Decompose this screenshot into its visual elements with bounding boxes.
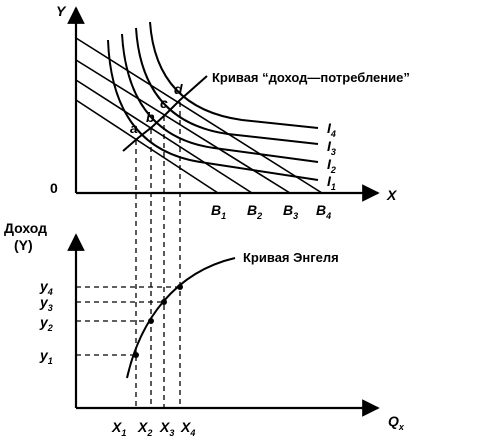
indifference-curve-i4 bbox=[149, 21, 319, 129]
point-a-label: a bbox=[130, 120, 138, 136]
y-tick-y3: y3 bbox=[39, 294, 53, 313]
engel-point-4 bbox=[177, 284, 183, 290]
budget-line-b4 bbox=[75, 37, 323, 194]
income-consumption-curve-label: Кривая “доход—потребление” bbox=[212, 70, 410, 85]
indifference-label-i4: I4 bbox=[327, 120, 336, 139]
engel-point-3 bbox=[161, 299, 167, 305]
top-panel: Y X 0 a b c d Кривая “доход—потребление”… bbox=[50, 3, 410, 221]
indifference-curve-i1 bbox=[107, 39, 319, 181]
top-origin-label: 0 bbox=[50, 180, 58, 196]
engel-curve-label: Кривая Энгеля bbox=[243, 250, 339, 265]
point-c-label: c bbox=[160, 95, 168, 111]
indifference-label-i3: I3 bbox=[327, 138, 336, 157]
budget-label-b4: B4 bbox=[316, 202, 331, 221]
budget-label-b3: B3 bbox=[283, 202, 298, 221]
y-tick-y2: y2 bbox=[39, 314, 53, 333]
y-tick-y4: y4 bbox=[39, 278, 53, 297]
income-axis-label: Доход bbox=[4, 220, 47, 236]
indifference-label-i2: I2 bbox=[327, 156, 336, 175]
top-y-axis-label: Y bbox=[56, 3, 67, 19]
indifference-curve-i3 bbox=[135, 27, 319, 145]
bottom-panel: Доход (Y) Qx Кривая Энгеля y4 y3 y2 y1 X… bbox=[4, 220, 405, 438]
budget-label-b2: B2 bbox=[247, 202, 262, 221]
engel-point-1 bbox=[133, 352, 139, 358]
x-tick-x4: X4 bbox=[180, 419, 195, 438]
top-x-axis-label: X bbox=[386, 187, 398, 203]
budget-line-b1 bbox=[75, 99, 219, 194]
quantity-axis-label: Qx bbox=[388, 413, 405, 432]
x-tick-x3: X3 bbox=[159, 419, 174, 438]
projection-lines bbox=[135, 102, 181, 408]
indifference-label-i1: I1 bbox=[327, 173, 336, 192]
y-tick-y1: y1 bbox=[39, 347, 53, 366]
engel-point-2 bbox=[148, 318, 154, 324]
x-tick-x1: X1 bbox=[111, 419, 126, 438]
budget-label-b1: B1 bbox=[211, 202, 226, 221]
income-axis-symbol: (Y) bbox=[14, 237, 33, 253]
point-b-label: b bbox=[146, 109, 155, 125]
x-tick-x2: X2 bbox=[137, 419, 152, 438]
point-d-label: d bbox=[174, 81, 183, 97]
engel-curve bbox=[126, 257, 236, 379]
indifference-curve-i2 bbox=[121, 33, 319, 163]
